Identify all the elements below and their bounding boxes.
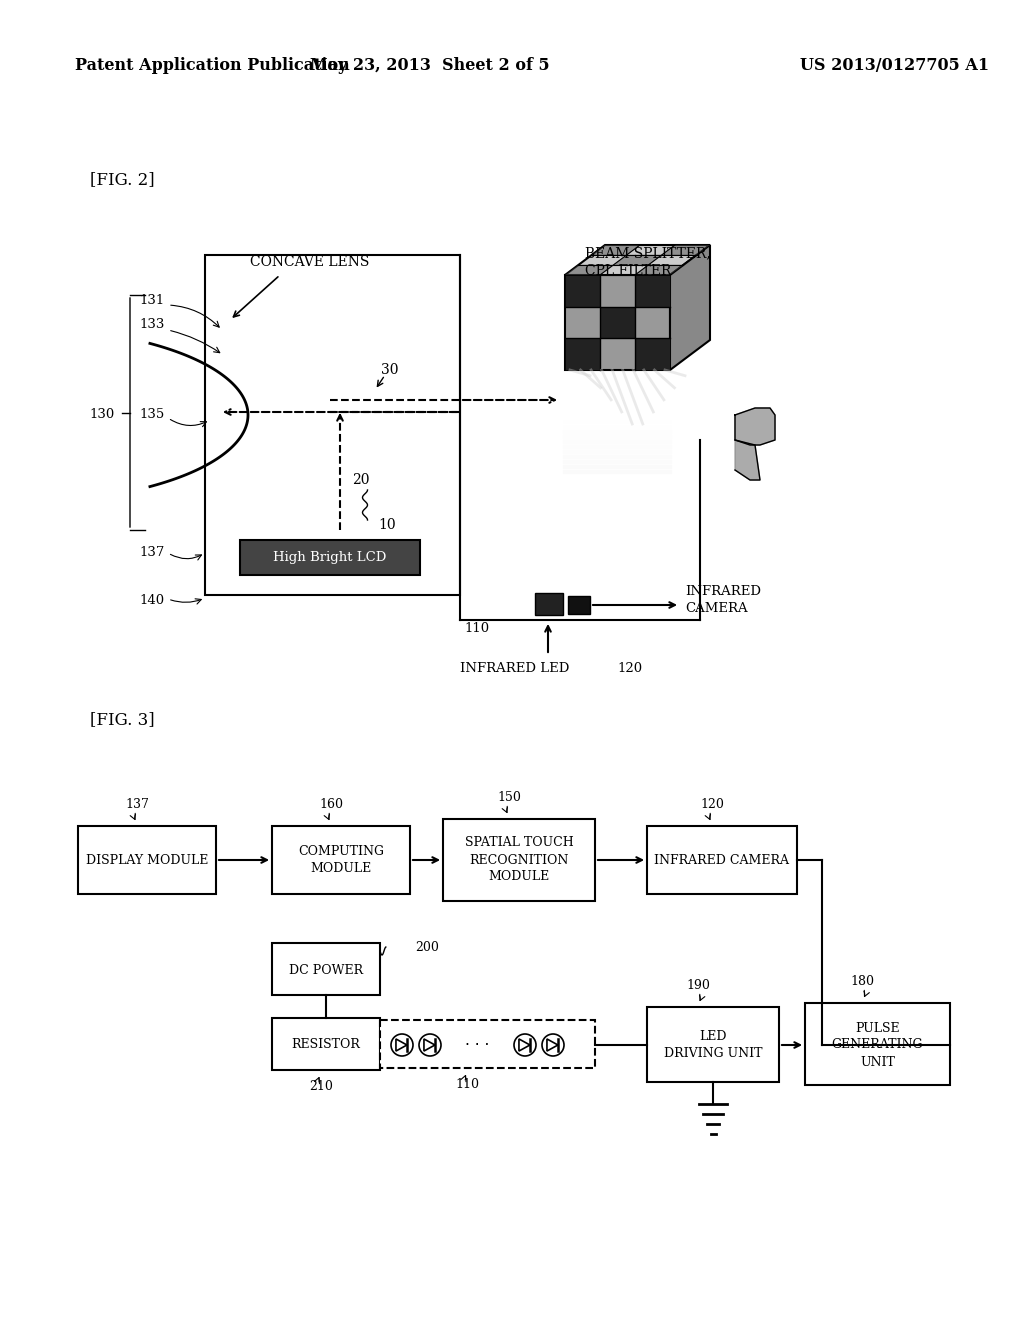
Bar xyxy=(272,942,380,995)
Bar xyxy=(78,826,216,894)
Text: [FIG. 3]: [FIG. 3] xyxy=(90,711,155,729)
Bar xyxy=(565,275,600,306)
Text: INFRARED CAMERA: INFRARED CAMERA xyxy=(654,854,790,866)
Text: 130: 130 xyxy=(90,408,115,421)
Text: [FIG. 2]: [FIG. 2] xyxy=(90,172,155,189)
Text: 10: 10 xyxy=(378,517,395,532)
Text: 200: 200 xyxy=(415,941,439,954)
Text: May 23, 2013  Sheet 2 of 5: May 23, 2013 Sheet 2 of 5 xyxy=(310,57,550,74)
Bar xyxy=(443,818,595,902)
Text: · · ·: · · · xyxy=(465,1038,489,1052)
Text: INFRARED
CAMERA: INFRARED CAMERA xyxy=(685,585,761,615)
Bar xyxy=(272,826,410,894)
Bar xyxy=(240,540,420,576)
Bar xyxy=(272,1018,380,1071)
Bar xyxy=(535,593,563,615)
Bar xyxy=(205,255,460,595)
Polygon shape xyxy=(592,246,640,255)
Text: DC POWER: DC POWER xyxy=(289,964,364,977)
Text: 140: 140 xyxy=(140,594,165,606)
Text: 110: 110 xyxy=(456,1078,479,1092)
Bar xyxy=(805,1003,950,1085)
Text: LED
DRIVING UNIT: LED DRIVING UNIT xyxy=(664,1030,762,1060)
Text: 135: 135 xyxy=(139,408,165,421)
Polygon shape xyxy=(670,246,710,370)
Bar xyxy=(635,275,670,306)
Bar xyxy=(380,1020,595,1068)
Text: 180: 180 xyxy=(851,975,874,987)
Polygon shape xyxy=(635,265,683,275)
Text: 110: 110 xyxy=(464,622,489,635)
Polygon shape xyxy=(565,275,670,370)
Text: Patent Application Publication: Patent Application Publication xyxy=(75,57,350,74)
Text: BEAM SPLITTER,
CPL FILTER: BEAM SPLITTER, CPL FILTER xyxy=(585,246,711,279)
Polygon shape xyxy=(662,246,710,255)
Text: 133: 133 xyxy=(139,318,165,331)
Text: 120: 120 xyxy=(617,661,642,675)
Text: RESISTOR: RESISTOR xyxy=(292,1039,360,1052)
Text: 131: 131 xyxy=(139,293,165,306)
Text: 190: 190 xyxy=(686,979,710,993)
Text: DISPLAY MODULE: DISPLAY MODULE xyxy=(86,854,208,866)
Text: US 2013/0127705 A1: US 2013/0127705 A1 xyxy=(801,57,989,74)
Text: High Bright LCD: High Bright LCD xyxy=(273,550,387,564)
Text: 160: 160 xyxy=(319,799,343,810)
Polygon shape xyxy=(735,440,760,480)
Text: 30: 30 xyxy=(381,363,398,378)
Bar xyxy=(647,1007,779,1082)
Bar xyxy=(647,826,797,894)
Text: 137: 137 xyxy=(139,546,165,560)
Text: 20: 20 xyxy=(352,473,370,487)
Polygon shape xyxy=(565,246,710,275)
Text: INFRARED LED: INFRARED LED xyxy=(460,661,569,675)
Polygon shape xyxy=(735,408,775,445)
Text: COMPUTING
MODULE: COMPUTING MODULE xyxy=(298,845,384,875)
Text: 150: 150 xyxy=(497,791,521,804)
Bar xyxy=(635,338,670,370)
Text: SPATIAL TOUCH
RECOGNITION
MODULE: SPATIAL TOUCH RECOGNITION MODULE xyxy=(465,837,573,883)
Text: 120: 120 xyxy=(700,799,724,810)
Polygon shape xyxy=(565,265,613,275)
Bar xyxy=(600,306,635,338)
Text: 210: 210 xyxy=(309,1080,333,1093)
Text: 137: 137 xyxy=(125,799,148,810)
Text: PULSE
GENERATING
UNIT: PULSE GENERATING UNIT xyxy=(831,1022,924,1068)
Text: CONCAVE LENS: CONCAVE LENS xyxy=(250,255,370,269)
Bar xyxy=(568,597,590,614)
Polygon shape xyxy=(613,255,662,265)
Bar xyxy=(565,338,600,370)
